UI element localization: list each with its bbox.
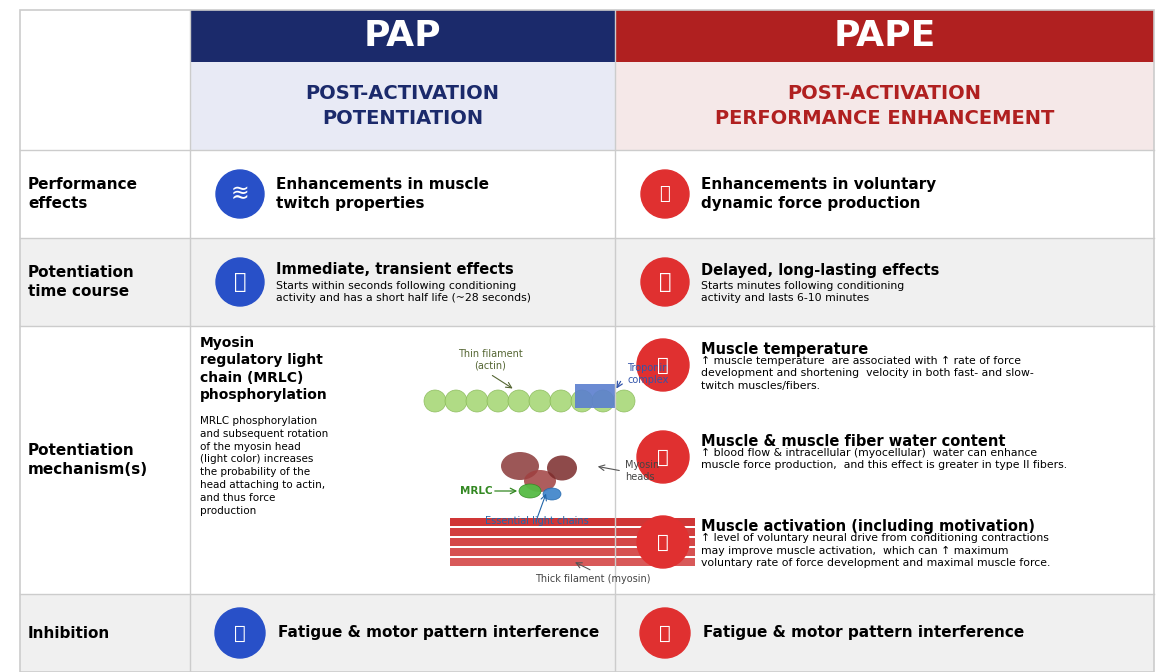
Text: MRLC: MRLC: [460, 486, 493, 496]
Bar: [450, 528, 695, 536]
Circle shape: [637, 516, 689, 568]
Text: Muscle temperature: Muscle temperature: [701, 342, 869, 357]
Bar: [615, 10, 1154, 62]
Text: Thin filament
(actin): Thin filament (actin): [458, 349, 522, 371]
Text: Potentiation
mechanism(s): Potentiation mechanism(s): [28, 444, 148, 477]
Text: PAP: PAP: [364, 19, 441, 53]
Text: ≋: ≋: [230, 184, 249, 204]
Text: Myosin
regulatory light
chain (MRLC)
phosphorylation: Myosin regulatory light chain (MRLC) pho…: [200, 336, 328, 402]
Text: Thick filament (myosin): Thick filament (myosin): [534, 574, 650, 584]
Circle shape: [592, 390, 614, 412]
Bar: [20, 594, 190, 672]
Bar: [450, 518, 695, 526]
Circle shape: [641, 258, 689, 306]
Circle shape: [641, 170, 689, 218]
Bar: [615, 150, 1154, 238]
Circle shape: [640, 608, 690, 658]
Text: Troponin
complex: Troponin complex: [627, 363, 668, 385]
Text: Fatigue & motor pattern interference: Fatigue & motor pattern interference: [278, 626, 599, 640]
Bar: [20, 150, 190, 238]
Text: POST-ACTIVATION
POTENTIATION: POST-ACTIVATION POTENTIATION: [305, 84, 499, 128]
Text: Fatigue & motor pattern interference: Fatigue & motor pattern interference: [703, 626, 1024, 640]
Circle shape: [216, 170, 264, 218]
Bar: [450, 548, 695, 556]
Circle shape: [466, 390, 488, 412]
Text: Potentiation
time course: Potentiation time course: [28, 265, 135, 299]
Ellipse shape: [501, 452, 539, 480]
Circle shape: [529, 390, 551, 412]
Ellipse shape: [547, 456, 576, 480]
Text: Immediate, transient effects: Immediate, transient effects: [276, 263, 514, 278]
Text: 🏃: 🏃: [660, 185, 670, 203]
Text: 💧: 💧: [657, 448, 669, 466]
Text: PAPE: PAPE: [834, 19, 936, 53]
Bar: [575, 384, 615, 408]
Text: Performance
effects: Performance effects: [28, 177, 139, 211]
Text: ⏱: ⏱: [234, 272, 247, 292]
Ellipse shape: [524, 470, 556, 492]
Bar: [190, 238, 615, 326]
Text: Delayed, long-lasting effects: Delayed, long-lasting effects: [701, 263, 939, 278]
Text: Muscle & muscle fiber water content: Muscle & muscle fiber water content: [701, 434, 1005, 449]
Circle shape: [445, 390, 467, 412]
Text: ⏱: ⏱: [659, 272, 672, 292]
Bar: [190, 10, 615, 62]
Circle shape: [549, 390, 572, 412]
Text: 🔋: 🔋: [659, 624, 670, 642]
Circle shape: [637, 339, 689, 391]
Bar: [190, 150, 615, 238]
Circle shape: [508, 390, 529, 412]
Text: Inhibition: Inhibition: [28, 626, 110, 640]
Text: Starts within seconds following conditioning
activity and has a short half life : Starts within seconds following conditio…: [276, 281, 531, 303]
Text: Enhancements in voluntary
dynamic force production: Enhancements in voluntary dynamic force …: [701, 177, 936, 211]
Text: MRLC phosphorylation
and subsequent rotation
of the myosin head
(light color) in: MRLC phosphorylation and subsequent rota…: [200, 416, 329, 515]
Bar: [615, 326, 1154, 594]
Text: 🔋: 🔋: [234, 624, 245, 642]
Ellipse shape: [519, 484, 541, 498]
Bar: [615, 62, 1154, 150]
Bar: [450, 558, 695, 566]
Text: POST-ACTIVATION
PERFORMANCE ENHANCEMENT: POST-ACTIVATION PERFORMANCE ENHANCEMENT: [715, 84, 1054, 128]
Bar: [190, 594, 615, 672]
Text: ↑ muscle temperature  are associated with ↑ rate of force
development and shorte: ↑ muscle temperature are associated with…: [701, 356, 1034, 391]
Text: 🌡: 🌡: [657, 355, 669, 374]
Text: ↑ level of voluntary neural drive from conditioning contractions
may improve mus: ↑ level of voluntary neural drive from c…: [701, 533, 1051, 568]
Bar: [190, 326, 615, 594]
Text: Enhancements in muscle
twitch properties: Enhancements in muscle twitch properties: [276, 177, 490, 211]
Circle shape: [487, 390, 510, 412]
Text: Essential light chains: Essential light chains: [485, 516, 588, 526]
Text: Myosin
heads: Myosin heads: [625, 460, 660, 482]
Text: Starts minutes following conditioning
activity and lasts 6-10 minutes: Starts minutes following conditioning ac…: [701, 281, 904, 303]
Circle shape: [424, 390, 446, 412]
Circle shape: [613, 390, 635, 412]
Circle shape: [637, 431, 689, 483]
Bar: [20, 326, 190, 594]
Circle shape: [216, 258, 264, 306]
Circle shape: [571, 390, 593, 412]
Text: ↑ blood flow & intracellular (myocellular)  water can enhance
muscle force produ: ↑ blood flow & intracellular (myocellula…: [701, 448, 1067, 470]
Bar: [615, 594, 1154, 672]
Bar: [450, 538, 695, 546]
Bar: [615, 238, 1154, 326]
Text: ⏻: ⏻: [657, 532, 669, 552]
Bar: [190, 62, 615, 150]
Ellipse shape: [544, 488, 561, 500]
Circle shape: [215, 608, 265, 658]
Text: Muscle activation (including motivation): Muscle activation (including motivation): [701, 519, 1035, 534]
Bar: [20, 238, 190, 326]
